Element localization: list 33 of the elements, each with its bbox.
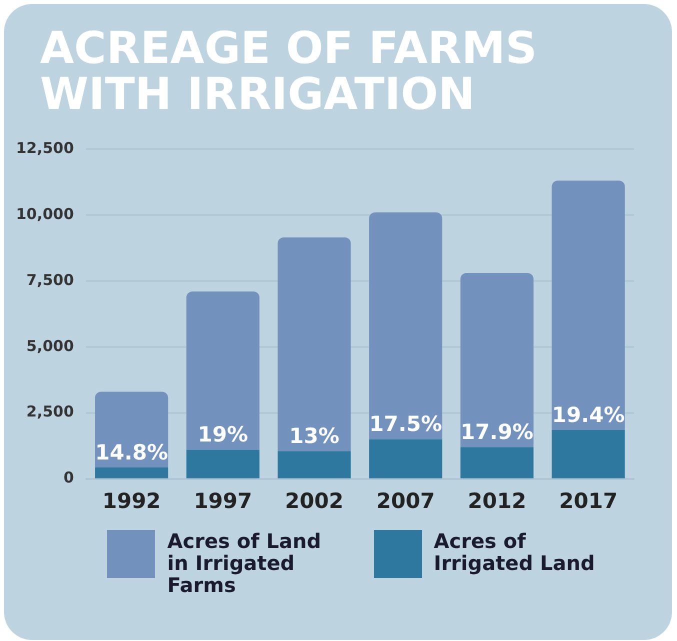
bar [95,467,168,478]
bar [460,273,534,448]
bar [186,291,260,450]
chart-title: ACREAGE OF FARMS WITH IRRIGATION [39,22,538,120]
x-tick-label: 1997 [194,488,252,513]
annotation: 17.5% [369,412,442,436]
annotation: 17.9% [460,420,534,444]
x-tick-label: 2002 [285,488,344,513]
legend-label: Acres of Land in Irrigated Farms [167,529,322,597]
bar [278,451,351,478]
y-tick-label: 0 [63,468,74,487]
annotation: 19.4% [552,402,625,427]
y-tick-label: 10,000 [16,204,74,223]
y-tick-label: 2,500 [26,402,74,421]
x-tick-label: 1992 [102,488,161,513]
annotation: 13% [289,424,340,448]
bar [552,430,625,478]
legend-label: Acres of Irrigated Land [434,529,596,575]
bar [278,237,351,452]
x-tick-label: 2012 [468,488,526,513]
y-tick-label: 12,500 [16,138,74,157]
bar [95,392,168,468]
y-tick-label: 5,000 [26,336,74,355]
bar [369,212,442,440]
bar [369,439,442,478]
x-tick-label: 2007 [376,488,435,513]
annotation: 14.8% [95,440,168,464]
bar [460,447,534,478]
annotation: 19% [198,422,248,447]
y-tick-label: 7,500 [26,270,74,289]
bar [552,180,625,430]
bar [186,450,260,478]
x-tick-label: 2017 [559,488,618,513]
